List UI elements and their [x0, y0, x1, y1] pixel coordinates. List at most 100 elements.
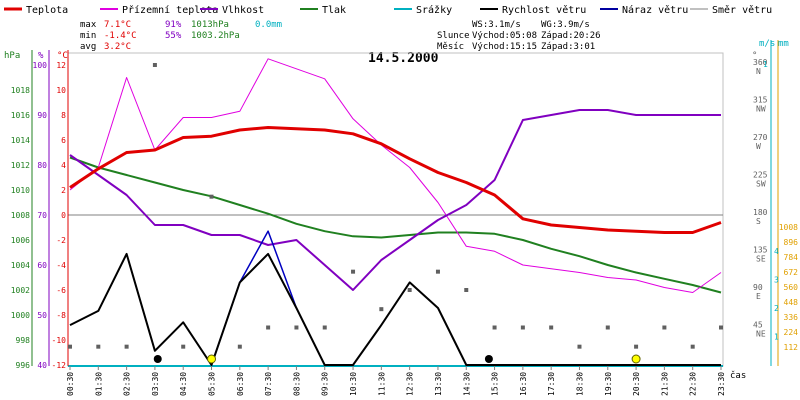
- hum-tick-label: 90: [37, 111, 47, 120]
- wind-direction-point: [407, 288, 412, 292]
- series-line-vlhkost: [69, 109, 721, 291]
- wind-direction-point: [520, 325, 525, 330]
- chart-title: 14.5.2000: [368, 51, 439, 66]
- rain-tick-label: 1: [763, 60, 768, 69]
- x-ticks: 00:30 01:30 02:30 03:30 04:30 05:30 06:30 07:30…: [66, 366, 726, 396]
- markers-layer: [153, 354, 641, 364]
- dir-tick-label: 135: [753, 246, 768, 255]
- extra-tick-label: 112: [784, 343, 799, 352]
- legend-wind: Rychlost větru: [502, 4, 586, 16]
- dir-compass-label: E: [756, 292, 761, 301]
- x-tick-label: 09:30: [321, 372, 330, 396]
- wind-direction-point: [124, 344, 129, 349]
- stats-min-temp: -1.4°C: [104, 31, 137, 41]
- dir-compass-label: S: [756, 217, 761, 226]
- x-tick-label: 11:30: [377, 372, 386, 396]
- dir-compass-label: N: [756, 67, 761, 76]
- x-tick-label: 16:30: [519, 372, 528, 396]
- wind-direction-point: [322, 325, 327, 330]
- plot-frame: [67, 52, 724, 367]
- sun-label: Slunce: [437, 31, 470, 41]
- x-tick-label: 07:30: [264, 372, 273, 396]
- temp-tick-label: -12: [52, 361, 67, 370]
- press-tick-label: 996: [16, 361, 31, 370]
- wind-direction-point: [634, 344, 639, 349]
- dir-compass-label: W: [756, 142, 761, 151]
- stats-avg-label: avg: [80, 42, 96, 52]
- temp-tick-label: 4: [61, 161, 66, 170]
- moon-marker: [153, 355, 162, 363]
- legend: Teplota Přízemní teplota Vlhkost Tlak Sr…: [4, 4, 772, 16]
- stats-min-press: 1003.2hPa: [191, 31, 240, 41]
- temp-tick-label: 12: [56, 61, 66, 70]
- press-tick-label: 1002: [11, 286, 30, 295]
- press-tick-label: 1012: [11, 161, 30, 170]
- dir-tick-label: 270: [753, 133, 768, 142]
- dir-tick-label: 180: [753, 208, 768, 217]
- press-tick-label: 1008: [11, 211, 30, 220]
- wind-direction-point: [577, 344, 582, 349]
- hum-tick-label: 50: [37, 311, 47, 320]
- x-tick-label: 06:30: [236, 372, 245, 396]
- series-layer: [68, 58, 723, 366]
- extra-tick-label: 672: [784, 268, 799, 277]
- wind-direction-point: [294, 325, 299, 330]
- press-tick-label: 1010: [11, 186, 30, 195]
- x-tick-label: 19:30: [604, 372, 613, 396]
- legend-press: Tlak: [322, 5, 346, 16]
- moon-label: Měsíc: [437, 42, 464, 52]
- stats-avg-temp: 3.2°C: [104, 42, 131, 52]
- wind-direction-point: [662, 325, 667, 330]
- temp-tick-label: -4: [56, 261, 66, 270]
- moon-set: Západ:3:01: [541, 42, 595, 52]
- wind-direction-point: [351, 269, 356, 274]
- axis-xlabel: čas: [730, 370, 746, 381]
- x-tick-label: 13:30: [434, 372, 443, 396]
- extra-tick-label: 896: [784, 238, 799, 247]
- dir-tick-label: 360: [753, 58, 768, 67]
- x-tick-label: 21:30: [660, 372, 669, 396]
- temp-tick-label: 8: [61, 111, 66, 120]
- temp-tick-label: -2: [56, 236, 66, 245]
- x-tick-label: 23:30: [717, 372, 726, 396]
- wind-direction-point: [209, 194, 214, 199]
- dir-tick-label: 45: [753, 321, 763, 330]
- stats-min-hum: 55%: [165, 31, 182, 41]
- axis-unit-hpa: hPa: [4, 51, 20, 61]
- wind-direction-point: [237, 344, 242, 349]
- extra-tick-label: 336: [784, 313, 799, 322]
- axis-unit-temp: °C: [57, 51, 68, 61]
- temp-tick-label: -10: [52, 336, 67, 345]
- wind-direction-point: [605, 325, 610, 330]
- wind-direction-point: [492, 325, 497, 330]
- series-line-teplota: [69, 126, 722, 234]
- legend-ground: Přízemní teplota: [122, 4, 218, 16]
- press-tick-label: 1014: [11, 136, 30, 145]
- x-tick-label: 17:30: [547, 372, 556, 396]
- sun-marker: [631, 354, 641, 364]
- sun-moon-block: WS:3.1m/s WG:3.9m/s Slunce Východ:05:08 …: [437, 20, 601, 52]
- press-tick-label: 1016: [11, 111, 30, 120]
- x-tick-label: 20:30: [632, 372, 641, 396]
- wind-direction-point: [96, 344, 101, 349]
- wind-wg: WG:3.9m/s: [541, 20, 590, 30]
- extra-tick-label: 448: [784, 298, 799, 307]
- wind-tick-label: 3: [774, 276, 779, 285]
- temp-tick-label: -8: [56, 311, 66, 320]
- wind-direction-point: [690, 344, 695, 349]
- wind-direction-point: [266, 325, 271, 330]
- extra-tick-label: 560: [784, 283, 799, 292]
- legend-gust: Náraz větru: [622, 4, 688, 16]
- temp-tick-label: 2: [61, 186, 66, 195]
- extra-tick-label: 784: [784, 253, 799, 262]
- press-tick-label: 1018: [11, 86, 30, 95]
- stats-block: max 7.1°C 91% 1013hPa 0.0mm min -1.4°C 5…: [80, 20, 282, 52]
- series-line-tlak: [69, 156, 722, 294]
- press-tick-label: 1006: [11, 236, 30, 245]
- stats-max-temp: 7.1°C: [104, 20, 131, 30]
- x-tick-label: 04:30: [179, 372, 188, 396]
- x-tick-label: 22:30: [689, 372, 698, 396]
- dir-compass-label: NE: [756, 330, 766, 339]
- x-tick-label: 14:30: [462, 372, 471, 396]
